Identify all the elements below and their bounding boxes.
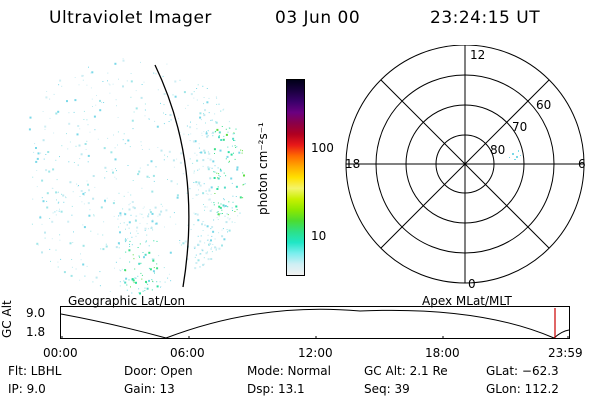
- mlt-label-18: 18: [345, 157, 361, 171]
- lat-label-70: 70: [512, 120, 528, 134]
- lat-label-60: 60: [536, 98, 552, 112]
- lat-label-80: 80: [490, 143, 506, 157]
- timeline-xtick-1800: 18:00: [425, 346, 460, 360]
- timeline-xtick-2359: 23:59: [548, 346, 583, 360]
- mlt-label-12: 12: [470, 48, 486, 62]
- mlt-label-0: 0: [468, 277, 476, 291]
- terminator-line: [154, 64, 190, 288]
- timeline-ytick-low: 1.8: [26, 325, 46, 339]
- instrument-title: Ultraviolet Imager: [49, 8, 212, 28]
- date-label: 03 Jun 00: [275, 8, 361, 28]
- left-panel-caption: Geographic Lat/Lon: [68, 294, 186, 308]
- colorbar-tick-100: 100: [311, 141, 334, 155]
- door-status: Door: Open: [124, 364, 193, 378]
- timeline-xtick-0000: 00:00: [43, 346, 78, 360]
- polar-plot: [345, 45, 585, 284]
- timeline-plot: [60, 306, 570, 339]
- gc-alt-status: GC Alt: 2.1 Re: [364, 364, 448, 378]
- gain-status: Gain: 13: [124, 382, 175, 396]
- colorbar: [286, 79, 305, 276]
- right-panel-caption: Apex MLat/MLT: [422, 294, 512, 308]
- mode-status: Mode: Normal: [247, 364, 331, 378]
- glat-status: GLat: −62.3: [486, 364, 559, 378]
- geographic-image: [28, 58, 246, 295]
- timeline-xtick-1200: 12:00: [298, 346, 333, 360]
- polar-diagonal-2: [380, 79, 550, 249]
- timeline-frame: [60, 306, 570, 339]
- filter-status: Flt: LBHL: [8, 364, 62, 378]
- colorbar-unit-label: photon cm⁻²s⁻¹: [256, 122, 270, 215]
- dsp-status: Dsp: 13.1: [247, 382, 305, 396]
- seq-status: Seq: 39: [364, 382, 410, 396]
- altitude-curve: [60, 308, 570, 339]
- ip-status: IP: 9.0: [8, 382, 46, 396]
- timeline-axis-label: GC Alt: [0, 300, 14, 338]
- colorbar-tick-10: 10: [311, 229, 327, 243]
- timeline-xtick-0600: 06:00: [170, 346, 205, 360]
- glon-status: GLon: 112.2: [486, 382, 559, 396]
- time-label: 23:24:15 UT: [430, 8, 541, 28]
- mlt-label-6: 6: [578, 157, 586, 171]
- timeline-ytick-high: 9.0: [26, 306, 46, 320]
